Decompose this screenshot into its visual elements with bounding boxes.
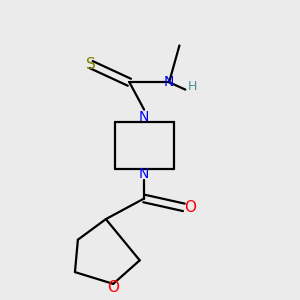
Text: O: O	[107, 280, 119, 295]
Text: N: N	[139, 110, 149, 124]
Text: S: S	[86, 57, 96, 72]
Text: O: O	[184, 200, 196, 215]
Text: N: N	[164, 75, 174, 89]
Text: H: H	[188, 80, 197, 93]
Text: N: N	[139, 167, 149, 181]
